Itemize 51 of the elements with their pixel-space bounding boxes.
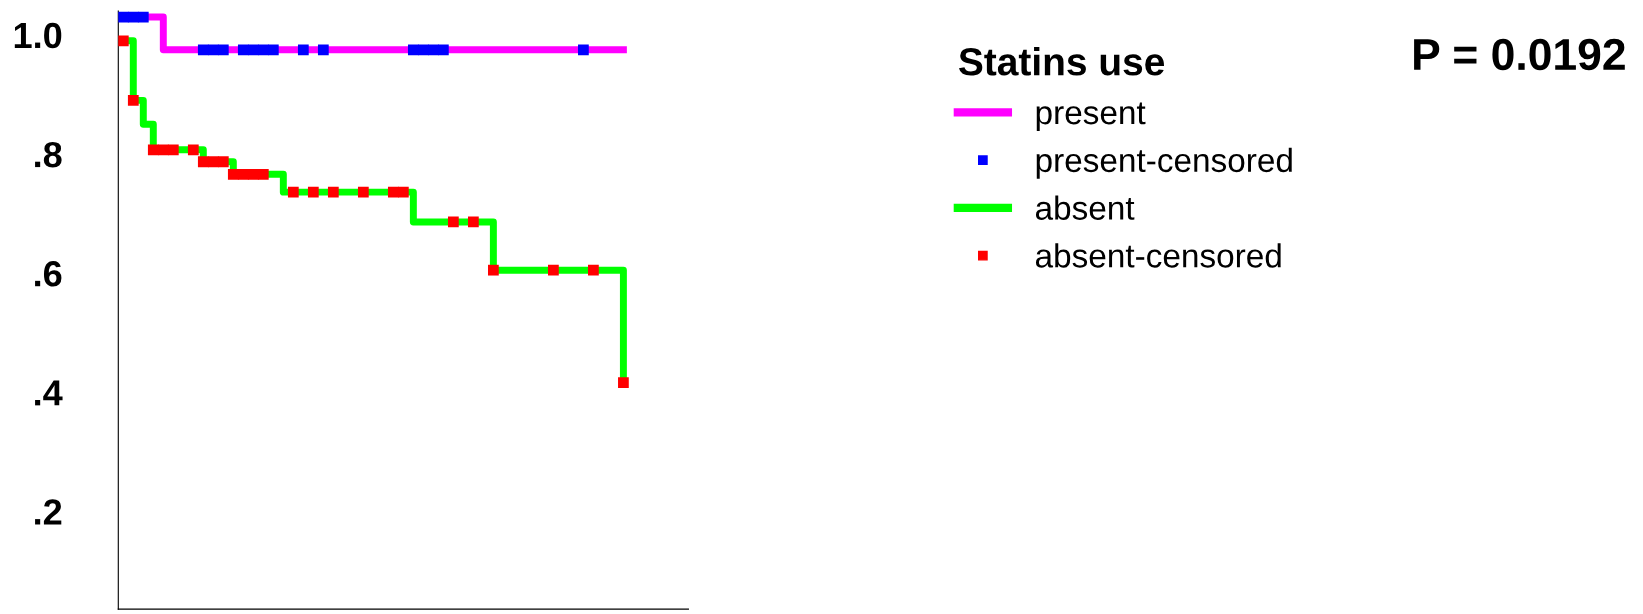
point: [167, 144, 179, 156]
point: [437, 44, 449, 56]
point: [207, 156, 219, 168]
point: [237, 44, 249, 56]
point: [157, 144, 169, 156]
point: [488, 264, 499, 276]
text: P = 0.0192: [1414, 38, 1625, 71]
point: [257, 168, 269, 180]
y-tick-label: .8: [35, 141, 62, 168]
point: [267, 44, 279, 56]
point: [247, 44, 259, 56]
point: [387, 186, 399, 198]
point: [578, 44, 589, 56]
point: [287, 186, 299, 198]
point: [417, 44, 429, 56]
point: [588, 264, 599, 276]
legend-label: absent: [1035, 195, 1135, 220]
point: [317, 44, 329, 56]
legend-label: absent-censored: [1035, 243, 1281, 268]
point: [237, 168, 249, 180]
point: [618, 377, 629, 389]
legend-title: Statins use: [958, 47, 1165, 76]
legend-label: present: [1036, 102, 1146, 132]
point: [307, 186, 319, 198]
point: [118, 35, 129, 47]
point: [217, 156, 229, 168]
y-tick-label: .4: [35, 380, 63, 406]
point: [147, 144, 159, 156]
y-tick-label: .2: [35, 499, 62, 525]
point: [397, 186, 409, 198]
point: [197, 156, 209, 168]
point: [447, 216, 459, 228]
point: [137, 11, 149, 23]
point: [357, 186, 369, 198]
point: [297, 44, 309, 56]
point: [217, 44, 229, 56]
point: [127, 95, 139, 106]
y-tick-label: 1.0: [14, 22, 62, 49]
point: [548, 264, 559, 276]
point: [327, 186, 339, 198]
point: [187, 144, 199, 156]
legend-label: present-censored: [1036, 147, 1292, 179]
point: [467, 216, 479, 228]
y-tick-label: .6: [35, 261, 62, 287]
point: [407, 44, 419, 56]
point: [207, 44, 219, 56]
point: [247, 168, 259, 180]
point: [227, 168, 239, 180]
point: [197, 44, 209, 56]
point: [427, 44, 439, 56]
point: [257, 44, 269, 56]
